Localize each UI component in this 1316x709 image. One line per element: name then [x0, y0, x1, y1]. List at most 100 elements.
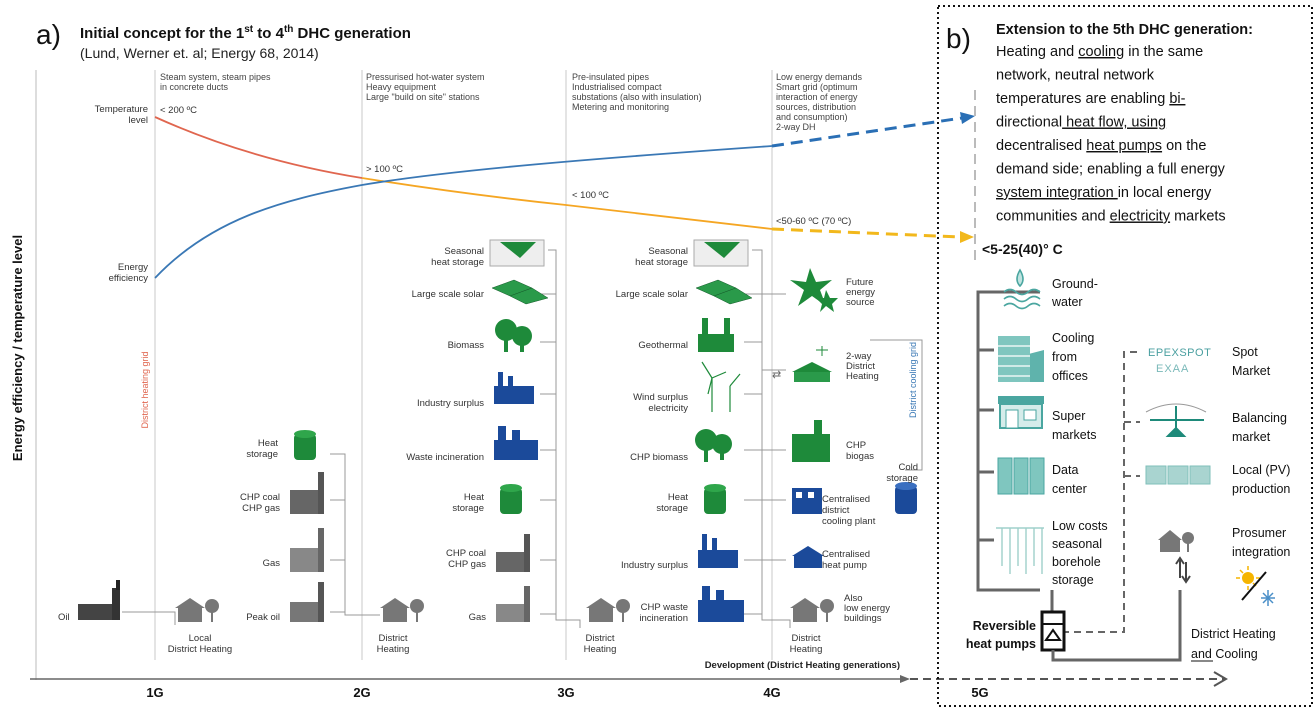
panel-b-desc-segment: on the [1162, 138, 1206, 154]
temp-3g: < 100 ºC [572, 190, 609, 201]
heat-pump-label: Reversible heat pumps [966, 619, 1036, 651]
gen2-chp-coal-icon [290, 472, 324, 514]
panel-b-desc-underlined: electricity [1110, 209, 1171, 225]
gen-label-1g: 1G [146, 685, 163, 700]
prosumer-house-icon [1158, 530, 1194, 552]
gen3-biomass-label: Biomass [448, 340, 485, 351]
gen3-waste-label: Waste incineration [406, 452, 484, 463]
gen3-biomass-icon [495, 319, 532, 352]
market-label-pv: Local (PV) production [1232, 463, 1290, 496]
gen3-solar-icon [491, 279, 549, 305]
panel-b-description: Heating and cooling in the same network, … [996, 44, 1226, 225]
gen-label-3g: 3G [557, 685, 574, 700]
panel-b-title: Extension to the 5th DHC generation: [996, 22, 1253, 38]
panel-b-desc-line: network, neutral network [996, 68, 1155, 84]
gen4-cold-storage-icon [895, 482, 917, 514]
groundwater-icon [1003, 268, 1041, 310]
gen4-wind-label: Wind surplus electricity [633, 392, 688, 414]
panel-b-source-labels: Ground-water Cooling from offices Super mar… [1051, 277, 1108, 587]
source-label-groundwater: Ground-water [1051, 277, 1098, 309]
gen2-peak-oil-icon [290, 582, 324, 622]
panel-b-temperature: <5-25(40)° C [982, 241, 1063, 257]
gen4-future-source-icon [790, 268, 838, 312]
panel-b-desc-underlined: bi- [1169, 91, 1185, 107]
gen2-dh-label: District Heating [377, 633, 410, 655]
reversible-heat-pump-icon [1040, 610, 1066, 652]
gen3-seasonal-label: Seasonal heat storage [431, 246, 484, 268]
market-label-spot: Spot Market [1232, 345, 1271, 378]
temp-1g: < 200 ºC [160, 105, 197, 116]
gen2-peak-oil-label: Peak oil [246, 612, 280, 623]
panel-b-desc-line: system integration in local energy [996, 185, 1212, 201]
gen4-geothermal-label: Geothermal [638, 340, 688, 351]
gen4-chp-biogas-label: CHP biogas [846, 440, 874, 462]
gen3-chp-icon [496, 534, 530, 572]
efficiency-curve [154, 145, 773, 279]
gen4-two-way-dh-icon: ⇄ [772, 346, 832, 382]
gen4-industry-label: Industry surplus [621, 560, 688, 571]
gen2-gas-label: Gas [263, 558, 281, 569]
panel-b-desc-segment: decentralised [996, 138, 1086, 154]
district-cooling-grid-label: District cooling grid [908, 342, 918, 418]
panel-b-desc-segment: directional [996, 115, 1062, 131]
temperature-extension [771, 227, 961, 239]
borehole-storage-icon [996, 527, 1044, 574]
gen4-heat-storage-label: Heat storage [656, 492, 688, 514]
panel-a-letter: a) [36, 19, 61, 50]
panel-b-desc-line: directional heat flow, using [996, 115, 1166, 131]
y-axis-label: Energy efficiency / temperature level [10, 235, 25, 461]
sun-snowflake-icon [1236, 566, 1275, 606]
x-axis-extension-arrow [1213, 671, 1228, 687]
panel-b-source-trunk [976, 290, 1040, 592]
source-label-supermarkets: Super markets [1052, 409, 1096, 442]
gen4-trunk [752, 249, 791, 628]
panel-b-desc-line: demand side; enabling a full energy [996, 162, 1226, 178]
gen4-chp-waste-icon [698, 586, 744, 622]
gen4-seasonal-label: Seasonal heat storage [635, 246, 688, 268]
gen-label-2g: 2G [353, 685, 370, 700]
panel-b-desc-underlined: cooling [1078, 44, 1124, 60]
dhc-label-line1: District Heating [1191, 627, 1276, 641]
gen4-low-energy-label: Also low energy buildings [844, 593, 890, 624]
panel-b-desc-segment: network, neutral network [996, 68, 1155, 84]
panel-b-desc-segment: in local energy [1118, 185, 1212, 201]
source-label-datacenter: Data center [1052, 463, 1087, 496]
gen-label-5g: 5G [971, 685, 988, 700]
pv-panels-icon [1145, 465, 1211, 485]
gen1-house-icon [175, 598, 219, 622]
gen4-wind-icon [701, 361, 741, 412]
panel-b-dhc-network [1051, 590, 1182, 662]
office-building-icon [998, 336, 1044, 382]
gen4-two-way-label: 2-way District Heating [846, 351, 879, 382]
x-axis-arrow [900, 675, 910, 683]
gen-note-2g: Pressurised hot-water system Heavy equipm… [366, 72, 485, 102]
gen-note-4g: Low energy demands Smart grid (optimum int… [776, 72, 863, 132]
cooling-grid-line [870, 339, 923, 471]
gen3-dh-label: District Heating [584, 633, 617, 655]
data-center-icon [997, 457, 1045, 495]
gen3-house-icon [586, 598, 630, 622]
exaa-logo: EXAA [1156, 363, 1189, 375]
dhc-label-line2: and Cooling [1191, 647, 1258, 661]
panel-b-desc-line: communities and electricity markets [996, 209, 1226, 225]
district-heating-grid-label: District heating grid [140, 351, 150, 428]
balancing-scale-icon [1145, 403, 1207, 437]
panel-b-desc-line: decentralised heat pumps on the [996, 138, 1206, 154]
panel-b-desc-segment: demand side; enabling a full energy [996, 162, 1226, 178]
temperature-curve-orange [361, 177, 773, 230]
gen4-chp-biomass-label: CHP biomass [630, 452, 688, 463]
gen-label-4g: 4G [763, 685, 780, 700]
gen3-heat-storage-label: Heat storage [452, 492, 484, 514]
supermarket-icon [998, 396, 1044, 429]
gen3-industry-label: Industry surplus [417, 398, 484, 409]
efficiency-extension-arrow [960, 112, 975, 124]
panel-b-desc-underlined: heat pumps [1086, 138, 1162, 154]
panel-b-market-trunk [1062, 351, 1140, 633]
gen3-waste-icon [494, 426, 538, 460]
panel-b-desc-line: Heating and cooling in the same [996, 44, 1203, 60]
gen2-gas-icon [290, 528, 324, 572]
panel-b-desc-segment: in the same [1124, 44, 1203, 60]
gen3-solar-label: Large scale solar [412, 289, 484, 300]
gen4-chp-biomass-icon [695, 429, 732, 462]
